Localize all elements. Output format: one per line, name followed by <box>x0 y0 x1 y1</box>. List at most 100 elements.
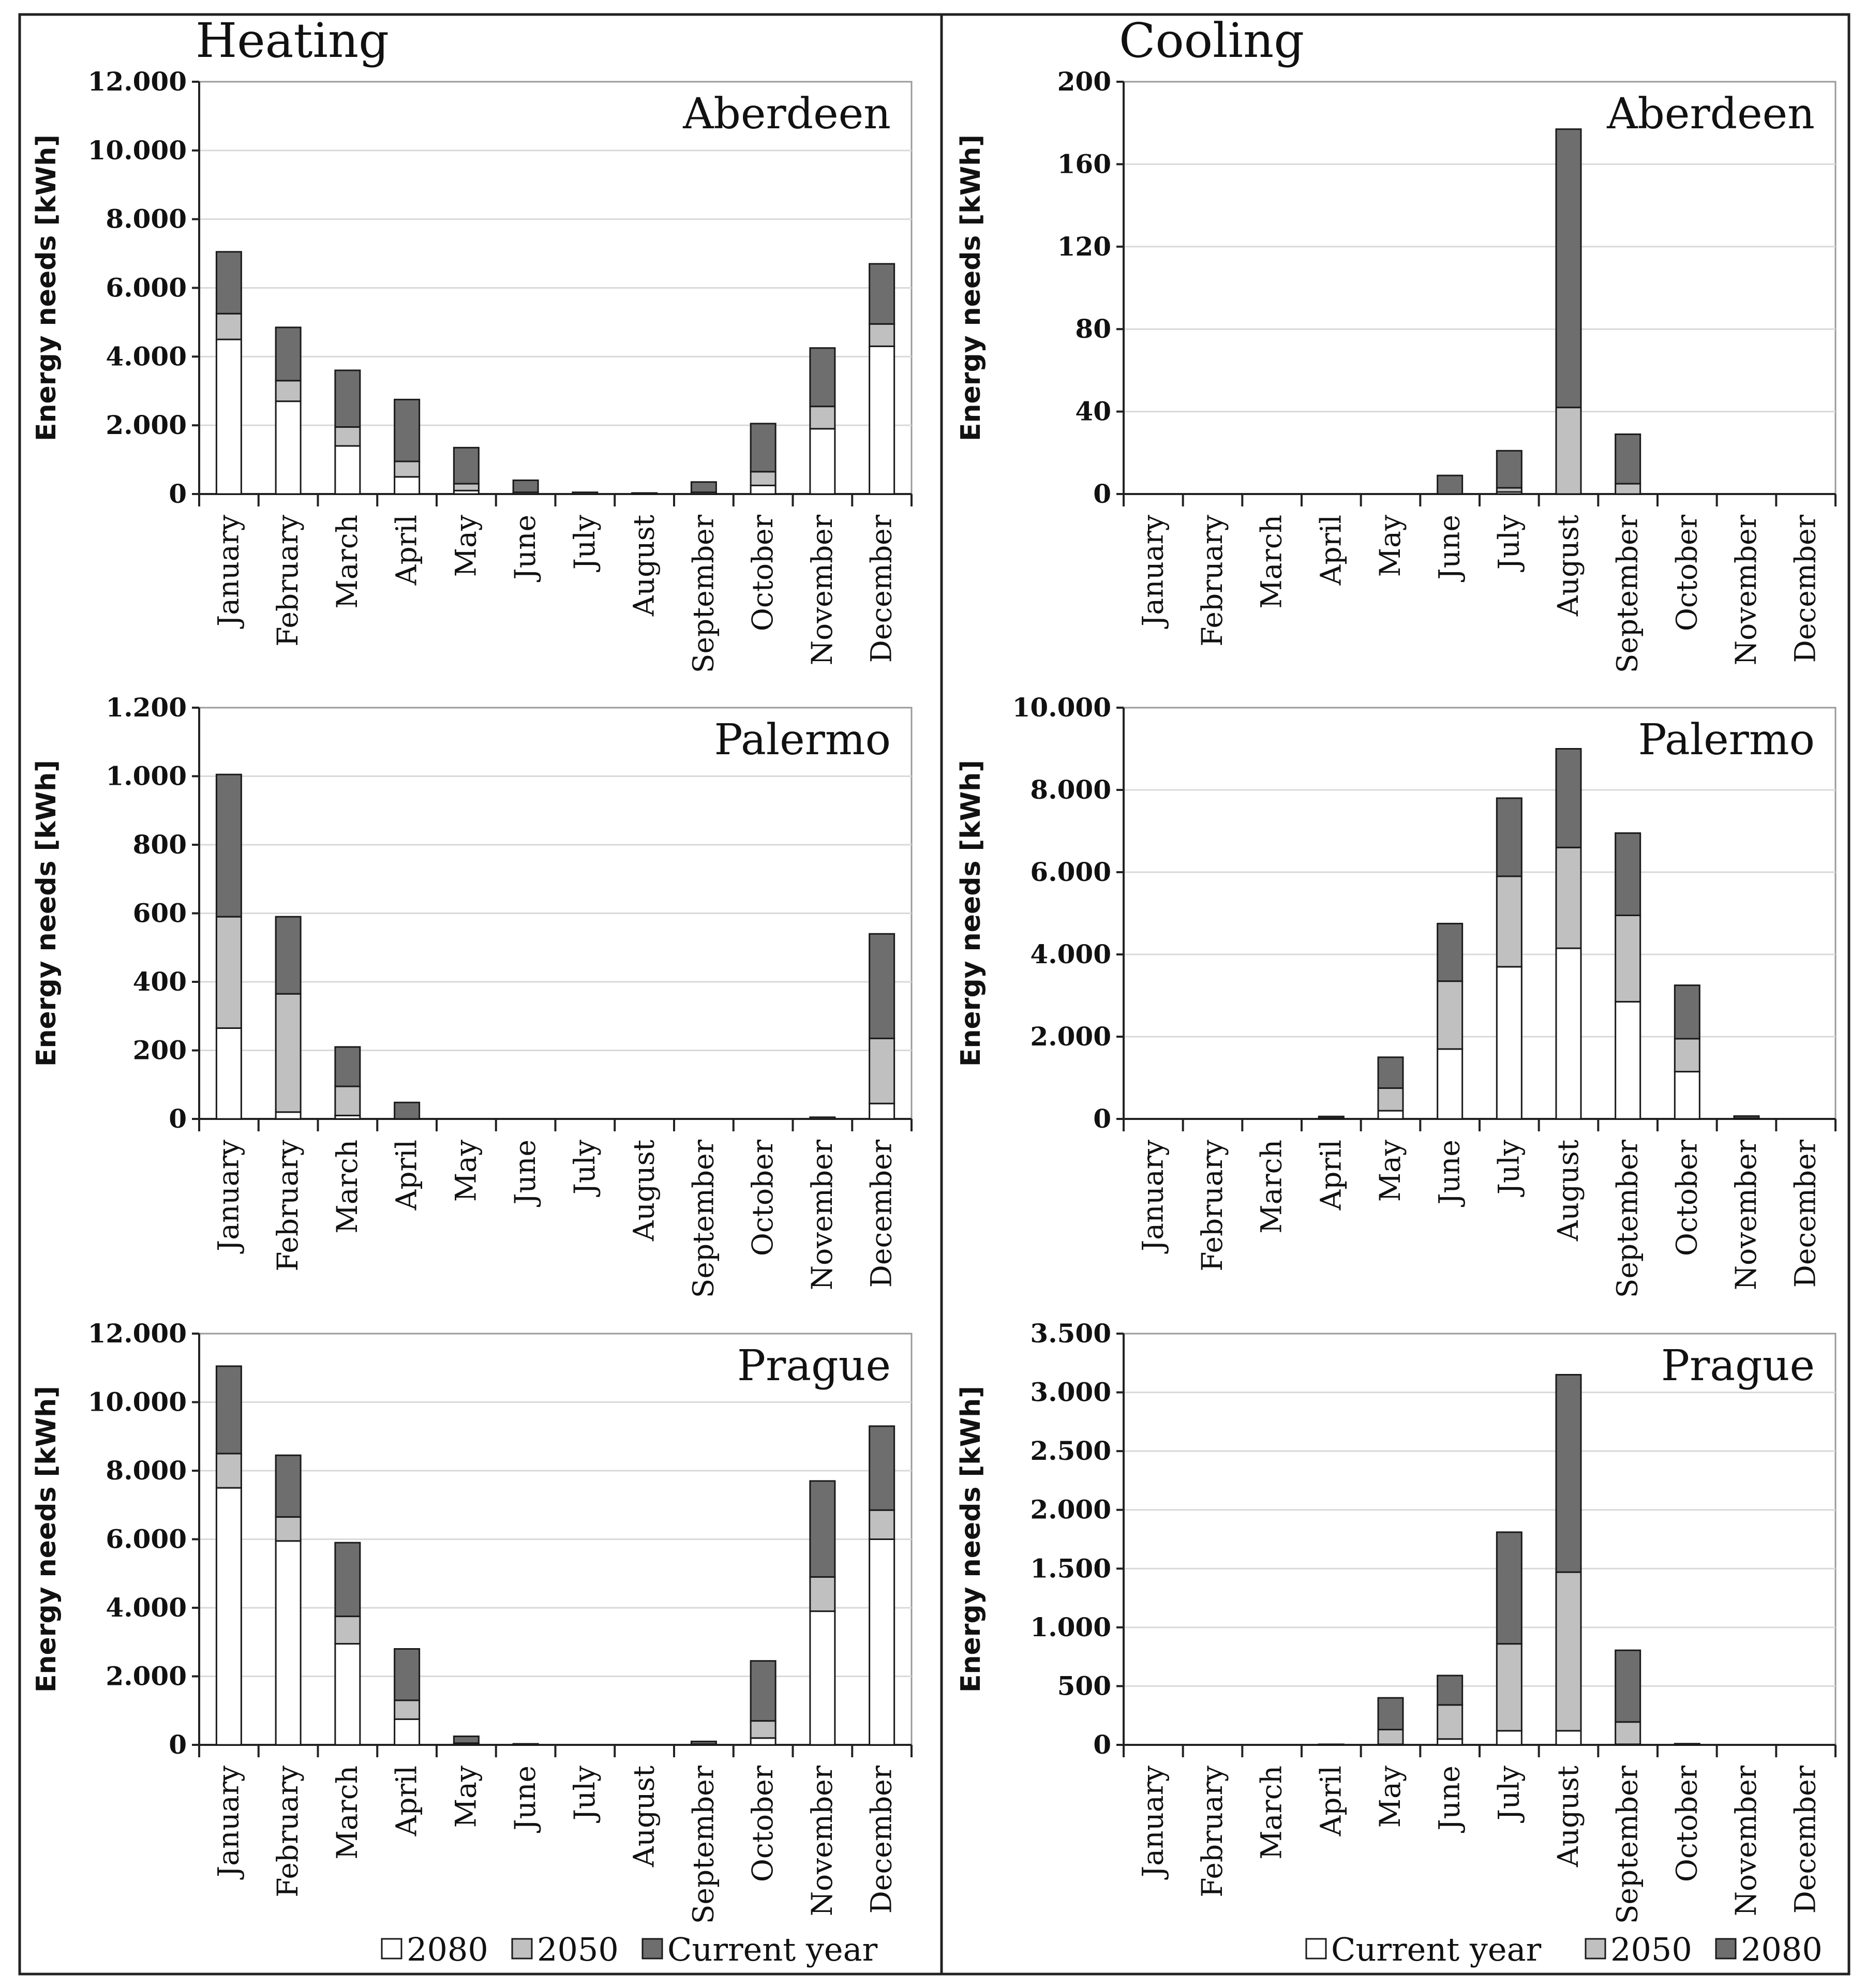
x-tick-label: August <box>1551 515 1585 617</box>
bar-current-year-october <box>750 1660 777 1722</box>
x-tick-label: February <box>271 1766 304 1897</box>
bar-2080-april <box>1318 1743 1345 1746</box>
bar-2080-july <box>1496 1531 1522 1645</box>
y-tick-label: 600 <box>133 898 187 929</box>
x-tick-label: February <box>271 1140 304 1272</box>
x-tick-label: December <box>1789 1765 1822 1914</box>
x-tick-label: March <box>1255 515 1288 609</box>
bar-2080-may <box>1377 1056 1404 1089</box>
x-tick-label: December <box>865 1139 898 1288</box>
bar-current-year-june <box>1437 1048 1464 1120</box>
x-tick-label: January <box>212 1766 245 1880</box>
x-tick-label: July <box>1492 1140 1525 1197</box>
y-tick-label: 6.000 <box>106 273 187 303</box>
bar-2050-april <box>394 1699 421 1720</box>
bar-current-year-august <box>1555 1730 1582 1746</box>
y-tick-label: 6.000 <box>106 1524 187 1554</box>
bar-2050-july <box>1496 1643 1522 1732</box>
bar-2050-march <box>334 1616 361 1645</box>
bar-current-year-november <box>809 1116 836 1120</box>
bar-current-year-february <box>275 1454 302 1518</box>
legend-swatch <box>1715 1938 1737 1960</box>
bar-2050-february <box>275 993 302 1113</box>
x-tick-label: October <box>1670 1139 1703 1256</box>
bar-2080-september <box>1615 433 1641 485</box>
x-tick-label: October <box>1670 1765 1703 1882</box>
legend-swatch <box>641 1938 663 1960</box>
legend-swatch <box>1585 1938 1606 1960</box>
bar-2050-september <box>1615 914 1641 1003</box>
bar-2050-september <box>1615 1721 1641 1745</box>
bar-current-year-december <box>869 933 895 1039</box>
bar-2050-june <box>1437 1704 1464 1740</box>
y-tick-label: 400 <box>133 966 187 997</box>
y-tick-label: 2.000 <box>1030 1494 1111 1525</box>
y-tick-label: 0 <box>1093 1103 1111 1134</box>
bar-2080-june <box>1437 474 1464 495</box>
x-tick-label: February <box>1196 1766 1229 1897</box>
x-tick-label: February <box>1196 515 1229 647</box>
legend-cooling: Current year 2050 2080 <box>1305 1931 1823 1968</box>
y-tick-label: 2.000 <box>106 1661 187 1692</box>
bar-2080-august <box>1555 748 1582 848</box>
bar-current-year-june <box>512 479 539 494</box>
bar-current-year-september <box>690 1740 717 1745</box>
bar-2080-april <box>394 1718 421 1746</box>
y-axis-label: Energy needs [kWh] <box>956 760 987 1067</box>
bar-current-year-march <box>334 1046 361 1087</box>
y-axis-label: Energy needs [kWh] <box>31 1386 62 1693</box>
x-tick-label: November <box>1729 1139 1763 1290</box>
bar-2080-december <box>869 345 895 495</box>
bar-current-year-march <box>334 369 361 428</box>
x-tick-label: October <box>746 514 779 631</box>
bar-current-year-july <box>572 491 599 495</box>
bar-2080-november <box>809 1610 836 1746</box>
x-tick-label: September <box>1611 1139 1644 1298</box>
x-tick-label: November <box>805 1139 839 1290</box>
bar-current-year-october <box>1674 1071 1700 1120</box>
y-tick-label: 120 <box>1057 231 1111 262</box>
legend-swatch <box>1305 1938 1327 1960</box>
bar-2050-february <box>275 1516 302 1542</box>
y-tick-label: 80 <box>1075 313 1111 344</box>
y-tick-label: 500 <box>1057 1670 1111 1701</box>
x-tick-label: March <box>1255 1766 1288 1860</box>
y-tick-label: 1.200 <box>106 692 187 723</box>
bar-current-year-december <box>869 1425 895 1511</box>
x-tick-label: April <box>390 1766 423 1836</box>
x-tick-label: June <box>1433 1766 1466 1833</box>
legend-label: 2080 <box>1741 1931 1823 1968</box>
x-tick-label: September <box>686 514 720 673</box>
x-tick-label: November <box>805 514 839 665</box>
city-label: Aberdeen <box>1606 89 1815 139</box>
legend-label: 2080 <box>407 1931 488 1968</box>
chart-cooling-palermo: 0 2.000 4.000 6.000 8.000 10.000 January Februa… <box>956 692 1837 1298</box>
bar-2080-january <box>215 1487 242 1746</box>
y-tick-label: 8.000 <box>106 204 187 234</box>
bar-current-year-may <box>453 446 480 485</box>
x-tick-label: May <box>1374 1766 1407 1828</box>
x-tick-label: September <box>1611 514 1644 673</box>
x-tick-label: April <box>390 1140 423 1210</box>
y-tick-label: 12.000 <box>88 1318 187 1349</box>
bar-current-year-november <box>809 1480 836 1578</box>
bar-current-year-august <box>1555 947 1582 1120</box>
x-tick-label: November <box>1729 514 1763 665</box>
x-tick-label: June <box>1433 1140 1466 1207</box>
bar-2080-june <box>1437 1675 1464 1706</box>
x-tick-label: July <box>1492 515 1525 572</box>
y-tick-label: 4.000 <box>1030 939 1111 969</box>
y-tick-label: 2.000 <box>106 410 187 440</box>
y-tick-label: 40 <box>1075 396 1111 427</box>
bar-2050-may <box>453 483 480 491</box>
x-tick-label: January <box>1136 1766 1169 1880</box>
y-tick-label: 8.000 <box>1030 774 1111 805</box>
city-label: Palermo <box>714 715 891 765</box>
bar-2050-march <box>334 426 361 447</box>
y-tick-label: 1.500 <box>1030 1553 1111 1583</box>
y-axis-label: Energy needs [kWh] <box>956 134 987 441</box>
x-tick-label: March <box>331 1766 364 1860</box>
x-tick-label: September <box>1611 1765 1644 1924</box>
y-tick-label: 10.000 <box>1012 692 1111 723</box>
x-tick-label: January <box>212 1140 245 1254</box>
